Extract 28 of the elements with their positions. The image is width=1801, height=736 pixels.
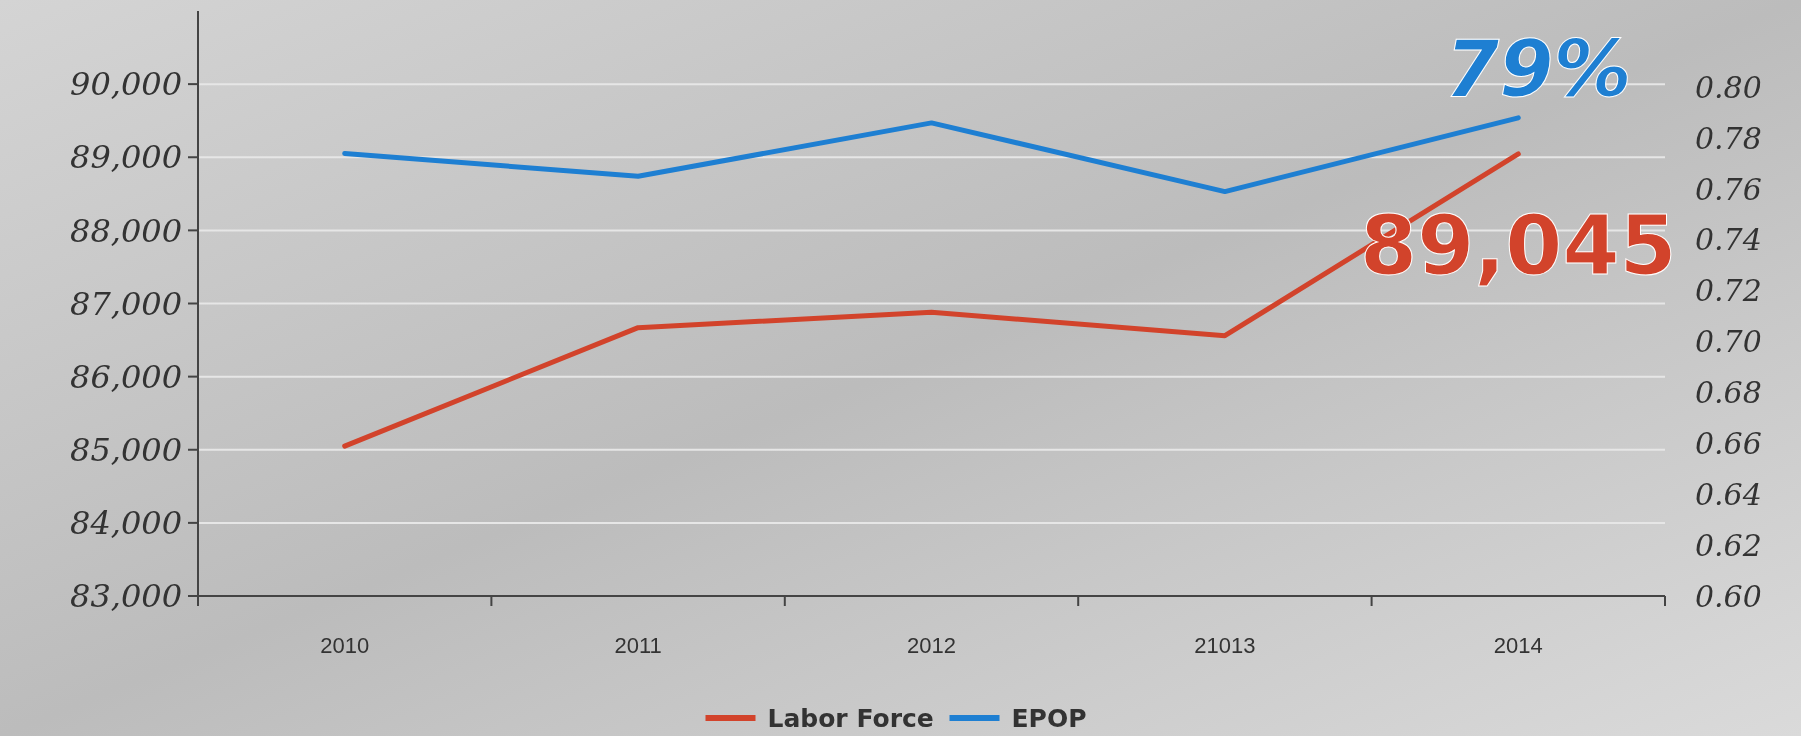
- y2-tick-label: 0.62: [1695, 527, 1762, 563]
- x-tick-label: 2014: [1493, 633, 1543, 658]
- y2-tick-label: 0.78: [1695, 120, 1762, 156]
- y2-tick-label: 0.76: [1695, 171, 1762, 207]
- y2-tick-label: 0.68: [1695, 375, 1762, 411]
- y2-tick-label: 0.64: [1695, 476, 1762, 512]
- y2-tick-label: 0.70: [1695, 324, 1762, 360]
- legend-label: Labor Force: [767, 703, 934, 733]
- annotation: 89,045: [1360, 197, 1677, 293]
- y-tick-label: 89,000: [70, 138, 182, 177]
- y2-tick-label: 0.60: [1695, 578, 1762, 614]
- y-tick-label: 90,000: [70, 65, 182, 104]
- y2-tick-label: 0.72: [1695, 273, 1762, 309]
- legend-label: EPOP: [1011, 703, 1087, 733]
- y-tick-label: 86,000: [70, 357, 182, 396]
- y-tick-label: 84,000: [70, 504, 182, 543]
- y2-tick-label: 0.80: [1695, 69, 1762, 105]
- x-tick-label: 2010: [320, 633, 370, 658]
- x-tick-label: 21013: [1194, 633, 1256, 658]
- x-tick-label: 2011: [614, 633, 662, 658]
- y-tick-label: 85,000: [70, 430, 182, 469]
- y2-tick-label: 0.66: [1695, 425, 1762, 461]
- annotation: 79%: [1444, 23, 1632, 114]
- y-tick-label: 87,000: [70, 284, 182, 323]
- x-tick-label: 2012: [907, 633, 956, 658]
- y2-tick-label: 0.74: [1695, 222, 1762, 258]
- y-tick-label: 83,000: [70, 577, 182, 616]
- y-tick-label: 88,000: [70, 211, 182, 250]
